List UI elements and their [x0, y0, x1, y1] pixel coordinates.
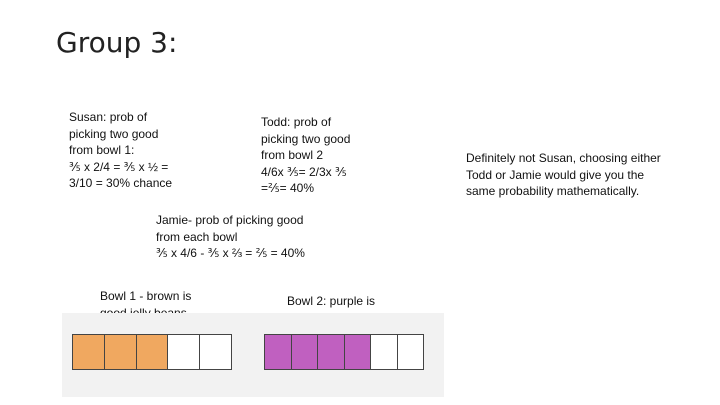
bowl-2-good-bean: [291, 335, 318, 369]
todd-calculation: Todd: prob of picking two good from bowl…: [261, 115, 351, 195]
bowl-1-bad-bean: [168, 335, 201, 369]
jamie-calculation: Jamie- prob of picking good from each bo…: [156, 213, 305, 260]
bowl-2-good-bean: [318, 335, 345, 369]
bowl-2-good-bean: [344, 335, 371, 369]
bowl-1-bad-bean: [200, 335, 231, 369]
conclusion-text: Definitely not Susan, choosing either To…: [466, 151, 661, 198]
bowl-1-diagram: [72, 334, 232, 370]
slide-title: Group 3:: [56, 26, 178, 59]
bowl-1-good-bean: [136, 335, 169, 369]
bowl-2-diagram: [264, 334, 424, 370]
bowl-2-bad-bean: [398, 335, 424, 369]
susan-calculation: Susan: prob of picking two good from bow…: [69, 110, 173, 190]
bowl-1-good-bean: [73, 335, 105, 369]
bowl-2-bad-bean: [371, 335, 398, 369]
bowl-2-good-bean: [265, 335, 292, 369]
bowl-1-good-bean: [104, 335, 137, 369]
